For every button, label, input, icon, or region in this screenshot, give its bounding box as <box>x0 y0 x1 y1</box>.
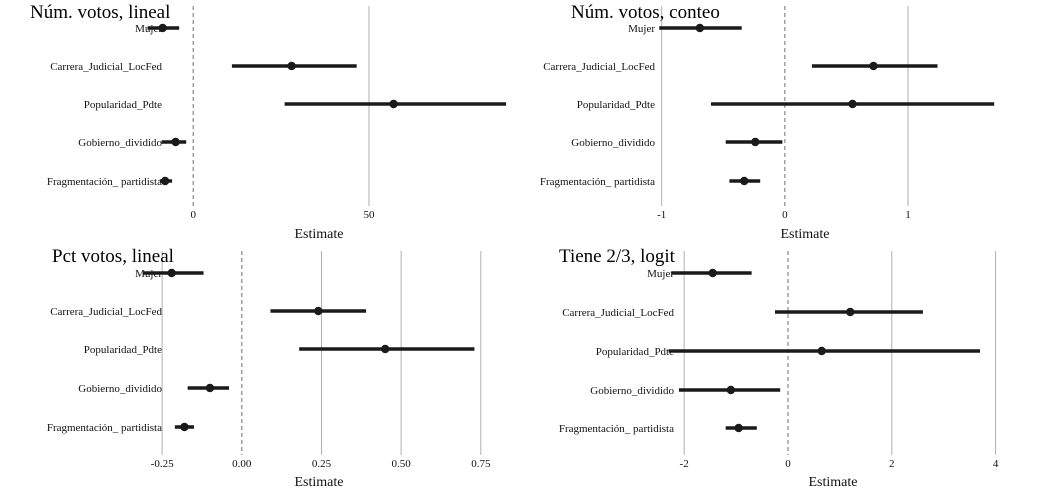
point-estimate <box>158 23 167 33</box>
category-label: Popularidad_Pdte <box>84 344 162 356</box>
point-estimate <box>314 306 323 316</box>
x-tick-label: 2 <box>889 458 895 470</box>
point-estimate <box>171 137 180 147</box>
chart-title: Pct votos, lineal <box>52 246 174 267</box>
point-estimate <box>848 99 857 109</box>
category-label: Fragmentación_ partidista <box>559 423 674 435</box>
x-tick-label: -0.25 <box>151 458 174 470</box>
point-estimate <box>287 61 296 71</box>
x-tick-label: 0 <box>782 209 788 221</box>
point-estimate <box>817 346 826 356</box>
category-label: Fragmentación_ partidista <box>540 176 655 188</box>
x-tick-label: 0 <box>190 209 196 221</box>
point-estimate <box>389 99 398 109</box>
category-label: Carrera_Judicial_LocFed <box>543 61 655 73</box>
point-estimate <box>180 422 189 432</box>
chart-title: Tiene 2/3, logit <box>559 246 676 267</box>
category-label: Gobierno_dividido <box>78 137 162 149</box>
point-estimate <box>751 137 760 147</box>
x-tick-label: 0 <box>785 458 791 470</box>
point-estimate <box>695 23 705 33</box>
category-label: Fragmentación_ partidista <box>47 422 162 434</box>
category-label: Gobierno_dividido <box>590 385 674 397</box>
x-tick-label: 0.50 <box>392 458 412 470</box>
category-label: Carrera_Judicial_LocFed <box>50 306 162 318</box>
x-axis-label: Estimate <box>295 227 344 242</box>
x-tick-label: 50 <box>363 209 375 221</box>
category-label: Mujer <box>647 268 674 280</box>
x-tick-label: 0.00 <box>232 458 252 470</box>
category-label: Carrera_Judicial_LocFed <box>50 61 162 73</box>
category-label: Popularidad_Pdte <box>577 99 655 111</box>
category-label: Popularidad_Pdte <box>84 99 162 111</box>
x-axis-label: Estimate <box>781 227 830 242</box>
x-tick-label: 0.75 <box>471 458 491 470</box>
category-label: Gobierno_dividido <box>571 137 655 149</box>
chart-title: Núm. votos, conteo <box>571 2 720 23</box>
category-label: Fragmentación_ partidista <box>47 176 162 188</box>
chart-title: Núm. votos, lineal <box>30 2 170 23</box>
category-label: Gobierno_dividido <box>78 383 162 395</box>
x-tick-label: -1 <box>657 209 666 221</box>
point-estimate <box>846 307 855 317</box>
x-axis-label: Estimate <box>295 475 344 490</box>
x-tick-label: 4 <box>993 458 999 470</box>
point-estimate <box>739 176 749 186</box>
point-estimate <box>708 268 717 278</box>
point-estimate <box>167 268 176 278</box>
point-estimate <box>726 385 736 395</box>
x-tick-label: 1 <box>905 209 911 221</box>
point-estimate <box>381 344 390 354</box>
point-estimate <box>869 61 878 71</box>
category-label: Popularidad_Pdte <box>596 346 674 358</box>
point-estimate <box>734 423 743 433</box>
x-axis-label: Estimate <box>809 475 858 490</box>
point-estimate <box>160 176 170 186</box>
category-label: Mujer <box>628 23 655 35</box>
x-tick-label: -2 <box>680 458 689 470</box>
point-estimate <box>205 383 215 393</box>
x-tick-label: 0.25 <box>312 458 332 470</box>
category-label: Carrera_Judicial_LocFed <box>562 307 674 319</box>
